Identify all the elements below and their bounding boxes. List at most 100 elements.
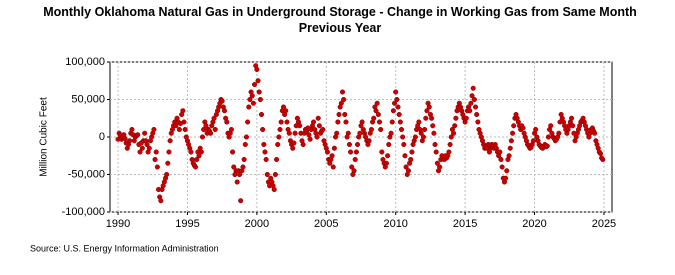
data-point (353, 149, 359, 155)
data-point (548, 123, 554, 129)
data-point (418, 130, 424, 136)
x-tick-label: 2000 (245, 218, 269, 230)
data-point (433, 149, 439, 155)
data-point (139, 145, 145, 151)
data-point (334, 130, 340, 136)
data-point (137, 149, 143, 155)
y-tick-label: 100,000 (65, 56, 105, 68)
data-point (345, 130, 351, 136)
data-point (389, 119, 395, 125)
data-point (378, 126, 384, 133)
data-point (246, 104, 252, 110)
data-point (219, 98, 225, 104)
data-point (127, 138, 133, 144)
data-point (331, 145, 337, 151)
data-point (224, 119, 230, 125)
data-point (503, 175, 509, 181)
data-point (242, 141, 248, 148)
data-point (507, 145, 513, 151)
data-point (311, 119, 317, 125)
data-point (241, 156, 247, 163)
data-point (422, 126, 428, 133)
data-point (409, 149, 415, 155)
data-point (316, 123, 322, 129)
data-point (446, 149, 452, 155)
data-point (434, 160, 440, 166)
data-point (448, 134, 454, 140)
data-point (228, 126, 234, 133)
data-point (400, 134, 406, 140)
data-point (274, 156, 280, 163)
data-point (349, 164, 355, 170)
data-point (451, 130, 457, 136)
data-point (330, 164, 336, 170)
data-point (405, 168, 411, 174)
data-point (300, 141, 306, 148)
data-point (238, 198, 244, 204)
data-point (315, 115, 321, 121)
data-point (245, 119, 251, 125)
y-axis-label: Million Cubic Feet (39, 97, 50, 177)
data-point (173, 123, 179, 129)
data-point (254, 66, 260, 73)
data-point (188, 149, 194, 155)
data-point (463, 115, 469, 121)
data-point (258, 111, 265, 118)
data-point (335, 119, 341, 125)
data-point (530, 138, 536, 144)
y-tick-label: 0 (99, 131, 105, 143)
x-tick-label: 2025 (592, 218, 616, 230)
data-point (306, 132, 312, 138)
data-point (431, 130, 437, 136)
data-point (297, 123, 303, 129)
data-point (211, 115, 217, 121)
data-point (231, 164, 237, 170)
x-tick-label: 2005 (314, 218, 338, 230)
data-point (165, 160, 171, 166)
data-point (452, 123, 458, 129)
data-point (261, 141, 267, 148)
data-point (395, 104, 401, 110)
data-point (499, 164, 505, 170)
data-point (416, 119, 422, 125)
data-point (474, 111, 480, 118)
data-point (284, 119, 290, 125)
data-point (146, 145, 152, 151)
data-point (393, 89, 399, 95)
data-point (351, 168, 357, 174)
data-point (556, 130, 562, 136)
data-point (424, 108, 430, 114)
data-point (426, 104, 432, 110)
data-point (153, 149, 159, 155)
data-point (467, 108, 473, 114)
data-point (255, 78, 261, 84)
data-point (506, 153, 512, 159)
data-point (144, 141, 150, 148)
data-point (194, 156, 200, 163)
data-point (398, 126, 405, 133)
data-point (166, 149, 172, 155)
data-point (401, 141, 407, 148)
data-point (182, 126, 188, 133)
data-point (342, 111, 348, 118)
data-point (511, 123, 517, 129)
data-point (383, 160, 389, 166)
data-point (392, 100, 398, 106)
data-point (203, 123, 209, 129)
data-point (343, 119, 349, 125)
data-point (278, 119, 284, 125)
data-point (256, 89, 262, 95)
data-point (368, 126, 374, 133)
data-point (275, 141, 281, 148)
data-point (408, 156, 414, 163)
data-point (307, 136, 313, 142)
data-point (199, 134, 206, 140)
data-point (396, 111, 402, 118)
data-point (374, 100, 380, 106)
data-point (336, 111, 342, 118)
data-point (504, 168, 510, 174)
data-point (533, 126, 539, 133)
data-point (597, 150, 604, 157)
y-tick-label: -50,000 (68, 168, 105, 180)
